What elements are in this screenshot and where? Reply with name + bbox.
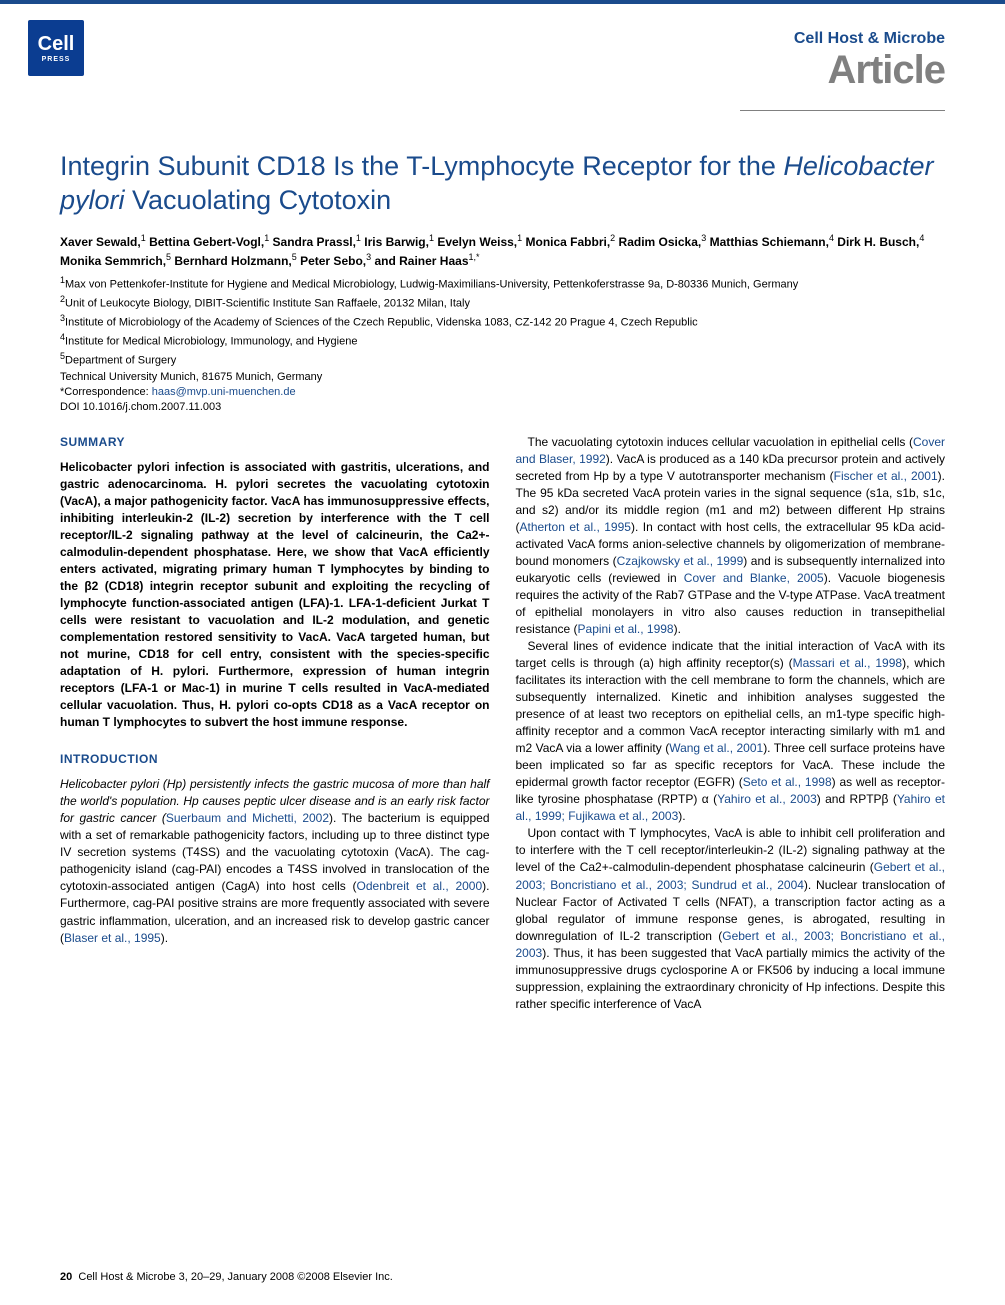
col2-para-2: Several lines of evidence indicate that … xyxy=(516,638,946,825)
doi: DOI 10.1016/j.chom.2007.11.003 xyxy=(60,400,945,415)
logo-line1: Cell xyxy=(38,33,75,55)
affil-5-text: Department of Surgery xyxy=(65,355,176,367)
cite-blaser[interactable]: Blaser et al., 1995 xyxy=(64,931,161,945)
summary-heading: SUMMARY xyxy=(60,434,490,451)
article-content: Integrin Subunit CD18 Is the T-Lymphocyt… xyxy=(60,150,945,1013)
right-column: The vacuolating cytotoxin induces cellul… xyxy=(516,434,946,1013)
cite-yahiro03[interactable]: Yahiro et al., 2003 xyxy=(717,792,817,806)
header-rule xyxy=(0,0,1005,4)
intro-para-1: Helicobacter pylori (Hp) persistently in… xyxy=(60,776,490,946)
affil-2: 2Unit of Leukocyte Biology, DIBIT-Scient… xyxy=(60,293,945,312)
article-title: Integrin Subunit CD18 Is the T-Lymphocyt… xyxy=(60,150,945,218)
c2p1g: ). xyxy=(674,622,681,636)
affil-4-text: Institute for Medical Microbiology, Immu… xyxy=(65,336,357,348)
page-footer: 20 Cell Host & Microbe 3, 20–29, January… xyxy=(60,1271,393,1283)
title-part1: Integrin Subunit CD18 Is the T-Lymphocyt… xyxy=(60,151,783,181)
col2-para-3: Upon contact with T lymphocytes, VacA is… xyxy=(516,825,946,1012)
cite-cover-blanke[interactable]: Cover and Blanke, 2005 xyxy=(684,571,824,585)
affil-1: 1Max von Pettenkofer-Institute for Hygie… xyxy=(60,274,945,293)
author-list: Xaver Sewald,1 Bettina Gebert-Vogl,1 San… xyxy=(60,232,945,271)
article-type: Article xyxy=(794,48,945,93)
cite-czajkowsky[interactable]: Czajkowsky et al., 1999 xyxy=(617,554,744,568)
cite-odenbreit[interactable]: Odenbreit et al., 2000 xyxy=(357,879,483,893)
cell-press-logo: Cell PRESS xyxy=(28,20,84,76)
affil-5: 5Department of Surgery xyxy=(60,350,945,369)
page-number: 20 xyxy=(60,1271,72,1283)
affil-tech: Technical University Munich, 81675 Munic… xyxy=(60,370,945,385)
cite-fischer[interactable]: Fischer et al., 2001 xyxy=(834,469,938,483)
cite-suerbaum[interactable]: Suerbaum and Michetti, 2002 xyxy=(166,811,329,825)
affil-3: 3Institute of Microbiology of the Academ… xyxy=(60,312,945,331)
affil-4: 4Institute for Medical Microbiology, Imm… xyxy=(60,331,945,350)
correspondence: *Correspondence: haas@mvp.uni-muenchen.d… xyxy=(60,385,945,400)
affil-1-text: Max von Pettenkofer-Institute for Hygien… xyxy=(65,279,798,291)
left-column: SUMMARY Helicobacter pylori infection is… xyxy=(60,434,490,1013)
col2-para-1: The vacuolating cytotoxin induces cellul… xyxy=(516,434,946,638)
summary-text: Helicobacter pylori infection is associa… xyxy=(60,459,490,732)
cite-atherton[interactable]: Atherton et al., 1995 xyxy=(520,520,631,534)
logo-line2: PRESS xyxy=(38,56,75,63)
title-part3: Vacuolating Cytotoxin xyxy=(125,185,392,215)
corr-email-link[interactable]: haas@mvp.uni-muenchen.de xyxy=(152,386,296,398)
journal-header: Cell Host & Microbe Article xyxy=(794,30,945,93)
intro-p1d: ). xyxy=(161,931,168,945)
header-underline xyxy=(740,110,945,111)
c2p2f: ). xyxy=(678,809,685,823)
corr-label: *Correspondence: xyxy=(60,386,152,398)
cite-wang[interactable]: Wang et al., 2001 xyxy=(669,741,763,755)
affil-2-text: Unit of Leukocyte Biology, DIBIT-Scienti… xyxy=(65,298,470,310)
cite-massari[interactable]: Massari et al., 1998 xyxy=(793,656,902,670)
cite-papini[interactable]: Papini et al., 1998 xyxy=(578,622,674,636)
c2p3c: ). Thus, it has been suggested that VacA… xyxy=(516,946,946,1011)
affiliations: 1Max von Pettenkofer-Institute for Hygie… xyxy=(60,274,945,415)
body-columns: SUMMARY Helicobacter pylori infection is… xyxy=(60,434,945,1013)
cite-seto[interactable]: Seto et al., 1998 xyxy=(743,775,832,789)
introduction-heading: INTRODUCTION xyxy=(60,751,490,768)
journal-name: Cell Host & Microbe xyxy=(794,30,945,48)
c2p2e: ) and RPTPβ ( xyxy=(817,792,897,806)
affil-3-text: Institute of Microbiology of the Academy… xyxy=(65,317,698,329)
c2p1a: The vacuolating cytotoxin induces cellul… xyxy=(528,435,913,449)
footer-text: Cell Host & Microbe 3, 20–29, January 20… xyxy=(78,1271,392,1283)
